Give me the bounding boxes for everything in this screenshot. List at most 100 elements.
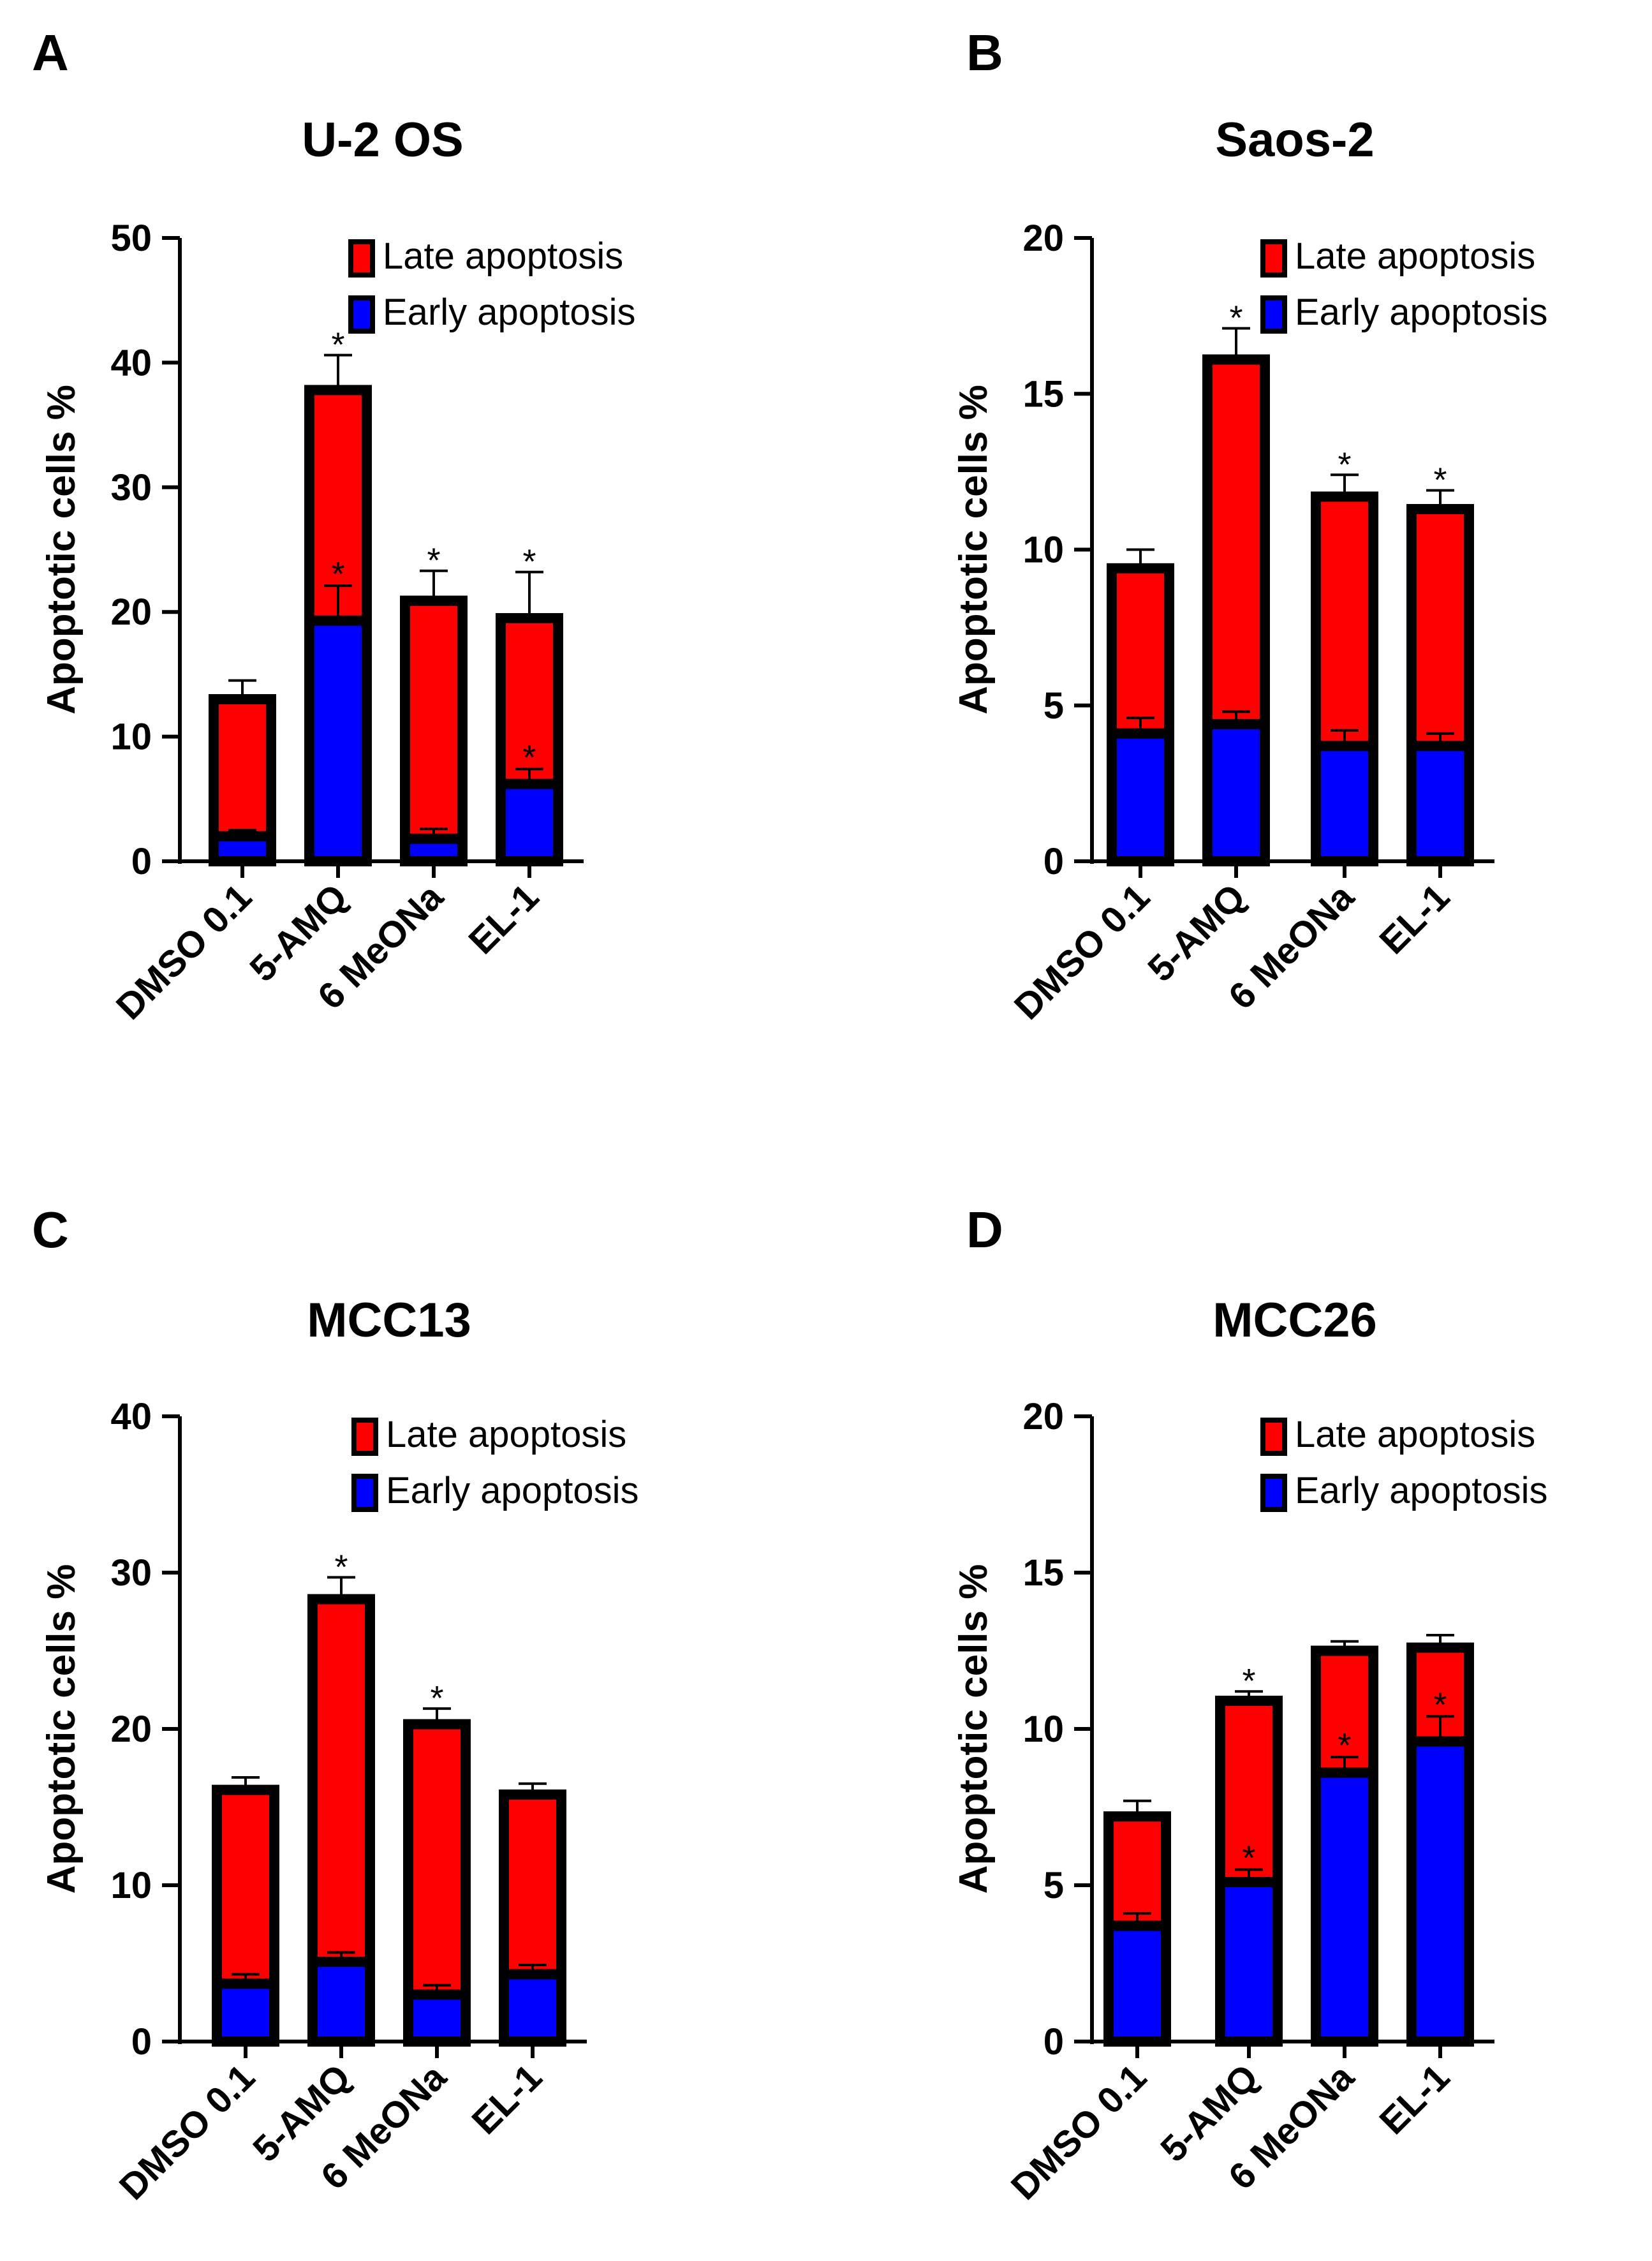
bar-early-apoptosis (1311, 1767, 1378, 2047)
bar-early-apoptosis (496, 778, 563, 867)
y-tick-label: 10 (1022, 530, 1064, 571)
legend-label: Early apoptosis (386, 1470, 639, 1511)
y-tick-label: 40 (110, 1396, 152, 1437)
legend-label: Late apoptosis (1295, 1414, 1535, 1455)
chart-panel-a: A U-2 OS 0 10 20 30 40 50 Apoptotic cells % DMSO … (32, 24, 636, 1028)
bar-early-apoptosis (304, 615, 372, 866)
x-tick-label: EL-1 (1371, 876, 1457, 962)
y-tick-label: 0 (131, 2021, 152, 2063)
y-tick-label: 30 (110, 1552, 152, 1594)
bar-late-apoptosis (1103, 1811, 1171, 1931)
chart-title: MCC13 (307, 1293, 471, 1347)
bar-early-apoptosis (209, 831, 276, 867)
bar-early-apoptosis (499, 1969, 566, 2047)
bar-late-apoptosis (1107, 563, 1174, 739)
bar-early-apoptosis (1215, 1877, 1283, 2047)
x-tick-label: EL-1 (1371, 2056, 1457, 2142)
significance-star: * (1338, 1726, 1351, 1765)
significance-star: * (430, 1679, 443, 1717)
y-tick-label: 15 (1022, 1552, 1064, 1594)
chart-title: Saos-2 (1215, 113, 1374, 167)
significance-star: * (1229, 299, 1243, 337)
bar-late-apoptosis (307, 1594, 375, 1968)
y-tick-label: 30 (110, 467, 152, 508)
y-axis-label: Apoptotic cells % (952, 1564, 996, 1894)
significance-star: * (1242, 1839, 1255, 1878)
bar-late-apoptosis (400, 595, 468, 844)
legend-swatch (348, 239, 375, 278)
significance-star: * (522, 543, 536, 581)
y-tick-label: 0 (1044, 2021, 1064, 2063)
legend-swatch (1260, 1474, 1287, 1512)
legend-label: Early apoptosis (1295, 292, 1548, 333)
y-axis-label: Apoptotic cells % (952, 385, 996, 715)
bar-early-apoptosis (400, 833, 468, 867)
significance-star: * (1433, 461, 1447, 500)
legend-swatch (1260, 1418, 1287, 1456)
bar-late-apoptosis (209, 693, 276, 841)
bar-late-apoptosis (1406, 503, 1474, 752)
legend-swatch (351, 1418, 378, 1456)
legend-swatch (1260, 239, 1287, 278)
legend-label: Late apoptosis (386, 1414, 626, 1455)
y-tick-label: 20 (110, 591, 152, 633)
y-tick-label: 5 (1044, 685, 1064, 727)
significance-star: * (331, 555, 344, 593)
legend-label: Late apoptosis (383, 235, 623, 277)
legend-swatch (348, 295, 375, 334)
significance-star: * (427, 542, 440, 580)
bar-early-apoptosis (1107, 728, 1174, 866)
bar-late-apoptosis (499, 1789, 566, 1980)
panel-label: A (32, 24, 69, 81)
legend-swatch (1260, 295, 1287, 334)
legend-label: Early apoptosis (383, 292, 636, 333)
significance-star: * (1242, 1662, 1255, 1700)
bar-late-apoptosis (403, 1719, 471, 2000)
bar-early-apoptosis (307, 1957, 375, 2047)
x-tick-label: EL-1 (461, 876, 547, 962)
panel-label: D (966, 1201, 1003, 1258)
bar-late-apoptosis (1311, 491, 1378, 752)
bar-early-apoptosis (1103, 1920, 1171, 2047)
chart-title: U-2 OS (302, 113, 463, 167)
bar-early-apoptosis (1311, 741, 1378, 866)
significance-star: * (522, 738, 536, 776)
significance-star: * (331, 326, 344, 364)
bar-early-apoptosis (212, 1978, 279, 2047)
bar-early-apoptosis (403, 1989, 471, 2047)
y-tick-label: 0 (1044, 841, 1064, 882)
bar-early-apoptosis (1406, 741, 1474, 866)
x-tick-label: DMSO 0.1 (1003, 2056, 1154, 2207)
y-tick-label: 15 (1022, 373, 1064, 415)
bar-late-apoptosis (1215, 1695, 1283, 1888)
y-tick-label: 0 (131, 841, 152, 882)
legend-label: Late apoptosis (1295, 235, 1535, 277)
x-tick-label: DMSO 0.1 (1007, 876, 1158, 1027)
bar-early-apoptosis (1406, 1736, 1474, 2047)
y-axis-label: Apoptotic cells % (40, 385, 84, 715)
y-tick-label: 20 (110, 1709, 152, 1750)
chart-panel-c: C MCC13 0 10 20 30 40 Apoptotic cells % DMSO 0.1… (32, 1201, 639, 2208)
y-tick-label: 10 (110, 1865, 152, 1906)
significance-star: * (1433, 1686, 1447, 1724)
y-axis-label: Apoptotic cells % (40, 1564, 84, 1894)
y-tick-label: 40 (110, 342, 152, 383)
x-tick-label: DMSO 0.1 (112, 2056, 263, 2207)
y-tick-label: 5 (1044, 1865, 1064, 1906)
chart-panel-b: B Saos-2 0 5 10 15 20 Apoptotic cells % DMSO 0.1… (952, 24, 1548, 1028)
bar-late-apoptosis (212, 1784, 279, 1989)
x-tick-label: DMSO 0.1 (108, 876, 260, 1027)
bar-early-apoptosis (1202, 719, 1270, 867)
y-tick-label: 10 (110, 716, 152, 758)
y-tick-label: 20 (1022, 218, 1064, 259)
panel-label: B (966, 24, 1003, 81)
significance-star: * (334, 1548, 348, 1586)
bar-late-apoptosis (1202, 354, 1270, 730)
y-tick-label: 10 (1022, 1709, 1064, 1750)
x-tick-label: EL-1 (464, 2056, 550, 2142)
panel-label: C (32, 1201, 69, 1258)
legend-label: Early apoptosis (1295, 1470, 1548, 1511)
significance-star: * (1338, 445, 1351, 484)
